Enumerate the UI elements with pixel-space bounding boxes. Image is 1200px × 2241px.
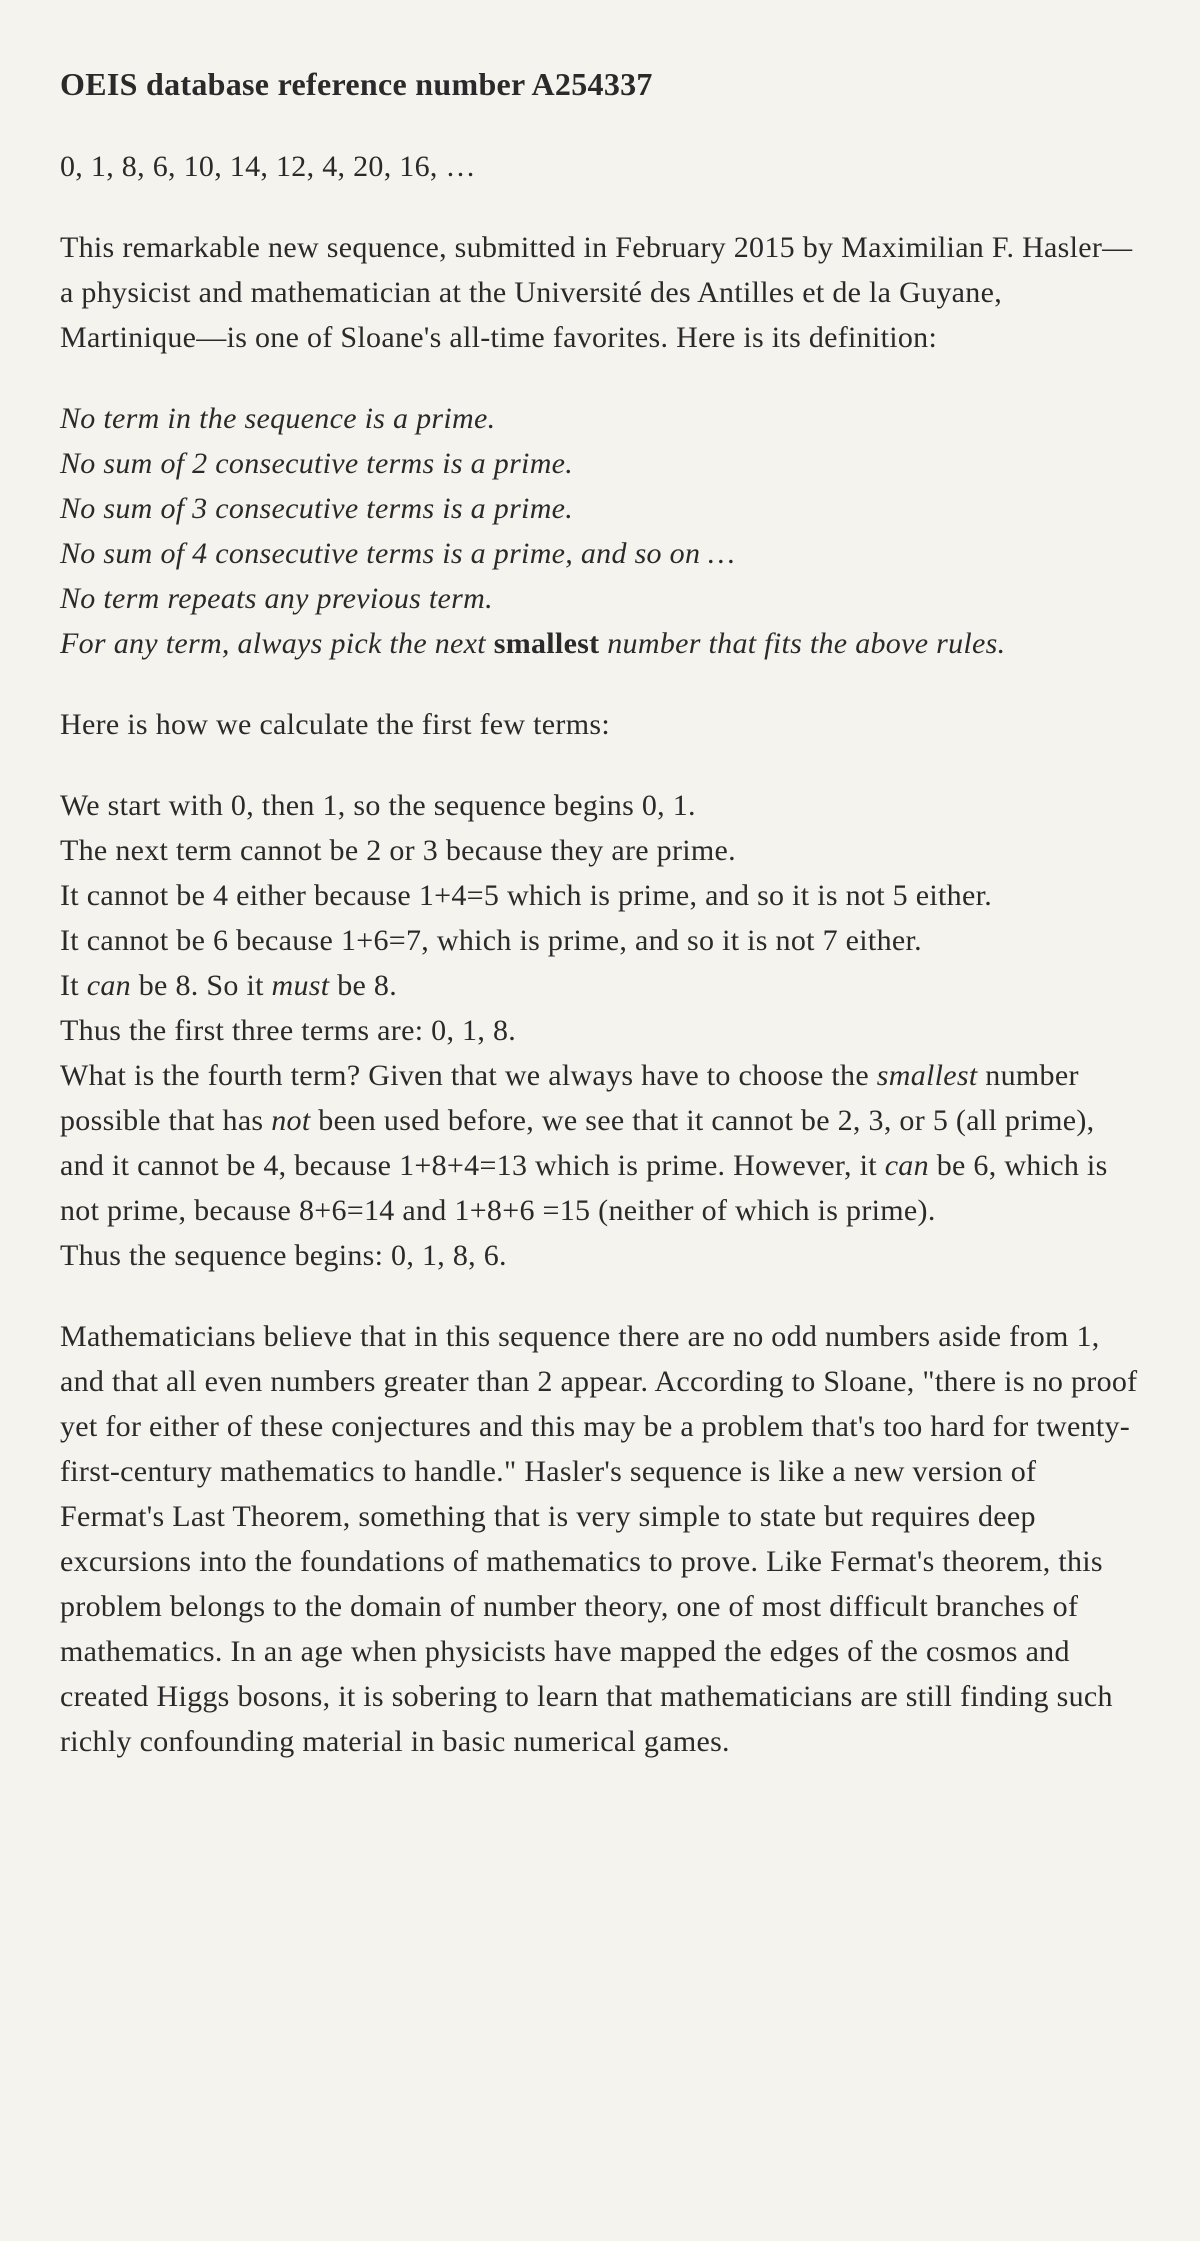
calc-text: It xyxy=(60,969,87,1002)
calc-line: It can be 8. So it must be 8. xyxy=(60,969,397,1002)
calculation-intro: Here is how we calculate the first few t… xyxy=(60,702,1140,747)
rule-text: number that fits the above rules. xyxy=(599,627,1005,660)
calc-line: Thus the first three terms are: 0, 1, 8. xyxy=(60,1014,516,1047)
sequence-display: 0, 1, 8, 6, 10, 14, 12, 4, 20, 16, … xyxy=(60,144,1140,189)
calculation-body: We start with 0, then 1, so the sequence… xyxy=(60,783,1140,1278)
calc-emphasis: not xyxy=(271,1104,310,1137)
calc-line: What is the fourth term? Given that we a… xyxy=(60,1059,1108,1227)
intro-paragraph: This remarkable new sequence, submitted … xyxy=(60,225,1140,360)
calc-emphasis: must xyxy=(272,969,330,1002)
calc-text: What is the fourth term? Given that we a… xyxy=(60,1059,877,1092)
calc-emphasis: smallest xyxy=(877,1059,978,1092)
calc-line: The next term cannot be 2 or 3 because t… xyxy=(60,834,736,867)
rule-text: For any term, always pick the next xyxy=(60,627,494,660)
calc-text: be 8. So it xyxy=(131,969,272,1002)
calc-emphasis: can xyxy=(885,1149,929,1182)
calc-text: be 8. xyxy=(329,969,397,1002)
calc-line: We start with 0, then 1, so the sequence… xyxy=(60,789,696,822)
conclusion-paragraph: Mathematicians believe that in this sequ… xyxy=(60,1314,1140,1764)
rule-line: No sum of 3 consecutive terms is a prime… xyxy=(60,486,1140,531)
rule-bold: smallest xyxy=(494,627,600,660)
rule-line: For any term, always pick the next small… xyxy=(60,621,1140,666)
rule-line: No sum of 2 consecutive terms is a prime… xyxy=(60,441,1140,486)
calc-line: Thus the sequence begins: 0, 1, 8, 6. xyxy=(60,1239,507,1272)
rule-line: No term in the sequence is a prime. xyxy=(60,396,1140,441)
rule-line: No sum of 4 consecutive terms is a prime… xyxy=(60,531,1140,576)
rule-line: No term repeats any previous term. xyxy=(60,576,1140,621)
title: OEIS database reference number A254337 xyxy=(60,60,1140,108)
calc-line: It cannot be 4 either because 1+4=5 whic… xyxy=(60,879,992,912)
calc-emphasis: can xyxy=(87,969,131,1002)
calc-line: It cannot be 6 because 1+6=7, which is p… xyxy=(60,924,922,957)
definition-rules: No term in the sequence is a prime. No s… xyxy=(60,396,1140,666)
